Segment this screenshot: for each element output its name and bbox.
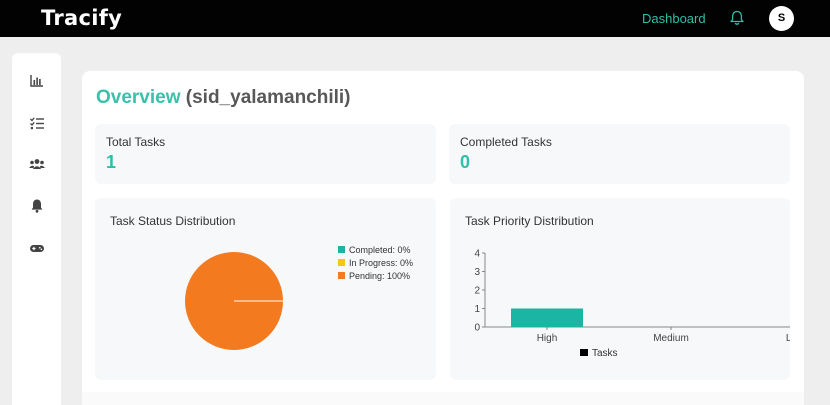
priority-chart-card: Task Priority Distribution 0 1 2 3 4 High Medi… (450, 198, 790, 380)
legend-swatch (338, 259, 345, 266)
chart-title: Task Status Distribution (110, 214, 236, 228)
bar-high (511, 308, 583, 327)
stat-card-completed-tasks: Completed Tasks 0 (449, 124, 790, 184)
user-avatar[interactable]: S (769, 6, 794, 31)
y-tick-label: 4 (474, 249, 480, 260)
sidebar (12, 53, 61, 405)
top-navbar: Tracify Dashboard S (0, 0, 830, 37)
chart-bar-icon[interactable] (27, 71, 47, 91)
y-tick-label: 1 (474, 304, 480, 315)
stat-label: Total Tasks (106, 135, 166, 149)
stat-card-total-tasks: Total Tasks 1 (95, 124, 436, 184)
legend-label: Completed: 0% (349, 245, 411, 255)
legend-label: Pending: 100% (349, 271, 411, 281)
legend-swatch (338, 246, 345, 253)
brand-logo[interactable]: Tracify (41, 6, 123, 30)
status-pie-chart (185, 252, 283, 350)
page-title: Overview (sid_yalamanchili) (96, 87, 351, 109)
chart-title: Task Priority Distribution (465, 214, 594, 228)
priority-bar-chart: 0 1 2 3 4 High Medium Low Tasks (474, 249, 790, 359)
status-chart-card: Task Status Distribution Completed: 0% I… (95, 198, 436, 380)
task-list-icon[interactable] (27, 113, 47, 133)
stat-value: 0 (460, 152, 471, 172)
legend-swatch (580, 349, 588, 356)
x-tick-label: Low (786, 333, 790, 344)
title-username: (sid_yalamanchili) (185, 87, 351, 108)
nav-dashboard-link[interactable]: Dashboard (642, 11, 706, 26)
stat-label: Completed Tasks (460, 135, 552, 149)
y-tick-label: 0 (474, 323, 480, 334)
overview-panel: Overview (sid_yalamanchili) Total Tasks … (82, 71, 804, 405)
legend-label: Tasks (592, 348, 618, 359)
legend-item-completed: Completed: 0% (338, 244, 413, 257)
y-tick-label: 3 (474, 267, 480, 278)
x-tick-label: High (537, 333, 558, 344)
notification-bell-icon[interactable] (728, 9, 746, 27)
title-overview: Overview (96, 87, 181, 108)
stat-value: 1 (106, 152, 117, 172)
y-tick-label: 2 (474, 286, 480, 297)
users-icon[interactable] (27, 154, 47, 174)
legend-item-pending: Pending: 100% (338, 270, 413, 283)
x-tick-label: Medium (653, 333, 689, 344)
pie-legend: Completed: 0% In Progress: 0% Pending: 1… (338, 244, 413, 283)
legend-swatch (338, 272, 345, 279)
next-section-card (82, 392, 804, 405)
legend-label: In Progress: 0% (349, 258, 414, 268)
gamepad-icon[interactable] (27, 238, 47, 258)
legend-item-in-progress: In Progress: 0% (338, 257, 413, 270)
bell-icon[interactable] (27, 196, 47, 216)
